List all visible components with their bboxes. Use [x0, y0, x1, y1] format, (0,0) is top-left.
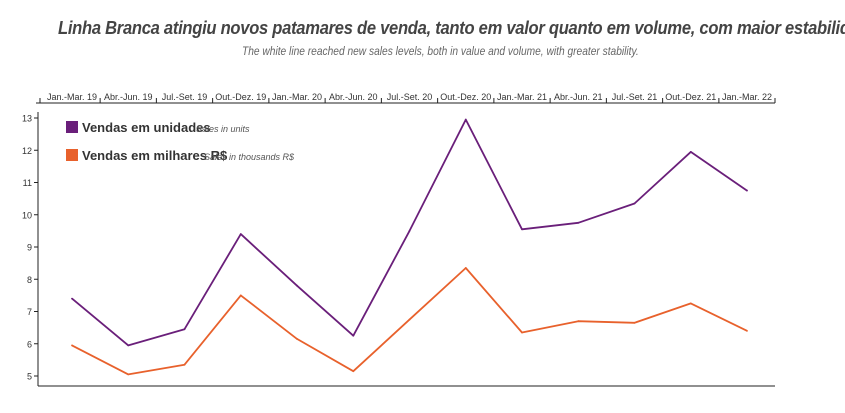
data-point	[239, 233, 242, 236]
x-tick-label: Out.-Dez. 19	[215, 92, 266, 102]
y-tick-label: 5	[27, 372, 32, 382]
x-tick-label: Jan.-Mar. 22	[722, 92, 772, 102]
series-value	[71, 267, 748, 376]
legend-swatch	[66, 121, 78, 133]
data-point	[464, 118, 467, 121]
data-point	[239, 294, 242, 297]
series-layer	[71, 118, 748, 376]
data-point	[183, 328, 186, 331]
data-point	[746, 329, 748, 332]
chart-title: Linha Branca atingiu novos patamares de …	[58, 18, 845, 38]
x-tick-label: Out.-Dez. 20	[440, 92, 491, 102]
y-tick-label: 8	[27, 275, 32, 285]
data-point	[633, 321, 636, 324]
x-tick-label: Jul.-Set. 19	[162, 92, 208, 102]
x-tick-label: Jul.-Set. 20	[387, 92, 433, 102]
y-tick-label: 9	[27, 243, 32, 253]
x-tick-label: Abr.-Jun. 19	[104, 92, 153, 102]
data-point	[746, 189, 748, 192]
x-tick-label: Jan.-Mar. 21	[497, 92, 547, 102]
data-point	[71, 297, 73, 300]
x-tick-label: Abr.-Jun. 21	[554, 92, 603, 102]
top-category-axis: Jan.-Mar. 19 Abr.-Jun. 19 Jul.-Set. 19 Out.…	[36, 92, 776, 104]
series-units	[71, 118, 748, 347]
data-point	[127, 344, 130, 347]
data-point	[689, 302, 692, 305]
x-tick-label: Jan.-Mar. 20	[272, 92, 322, 102]
data-point	[633, 202, 636, 205]
y-tick-label: 11	[23, 178, 32, 188]
legend-label: Vendas em milhares R$	[82, 148, 228, 163]
data-point	[408, 229, 411, 232]
data-point	[296, 338, 298, 340]
data-point	[521, 228, 523, 231]
data-point	[408, 318, 411, 321]
x-tick-label: Jul.-Set. 21	[612, 92, 658, 102]
y-tick-label: 6	[27, 339, 32, 349]
legend-item: Vendas em milhares R$Sales in thousands …	[66, 148, 295, 163]
data-point	[464, 267, 467, 269]
y-tick-label: 7	[27, 307, 32, 317]
x-tick-label: Abr.-Jun. 20	[329, 92, 378, 102]
legend-sublabel: Sales in units	[196, 124, 250, 134]
data-point	[689, 150, 692, 153]
data-point	[71, 344, 73, 347]
series-line	[71, 267, 748, 376]
left-value-axis: 5 6 7 8 9 10 11 12 13	[22, 112, 775, 387]
data-point	[352, 334, 355, 337]
x-tick-label: Out.-Dez. 21	[665, 92, 716, 102]
y-tick-label: 12	[22, 146, 32, 156]
data-point	[521, 331, 523, 334]
data-point	[127, 373, 130, 376]
y-tick-label: 13	[22, 114, 32, 124]
data-point	[183, 363, 186, 366]
y-tick-label: 10	[22, 210, 32, 220]
legend-sublabel: Sales in thousands R$	[204, 152, 295, 162]
data-point	[577, 320, 580, 323]
legend-swatch	[66, 149, 78, 161]
data-point	[577, 221, 580, 224]
x-tick-label: Jan.-Mar. 19	[47, 92, 97, 102]
data-point	[296, 284, 298, 287]
legend-label: Vendas em unidades	[82, 120, 211, 135]
data-point	[352, 370, 355, 373]
chart-subtitle: The white line reached new sales levels,…	[242, 44, 639, 58]
